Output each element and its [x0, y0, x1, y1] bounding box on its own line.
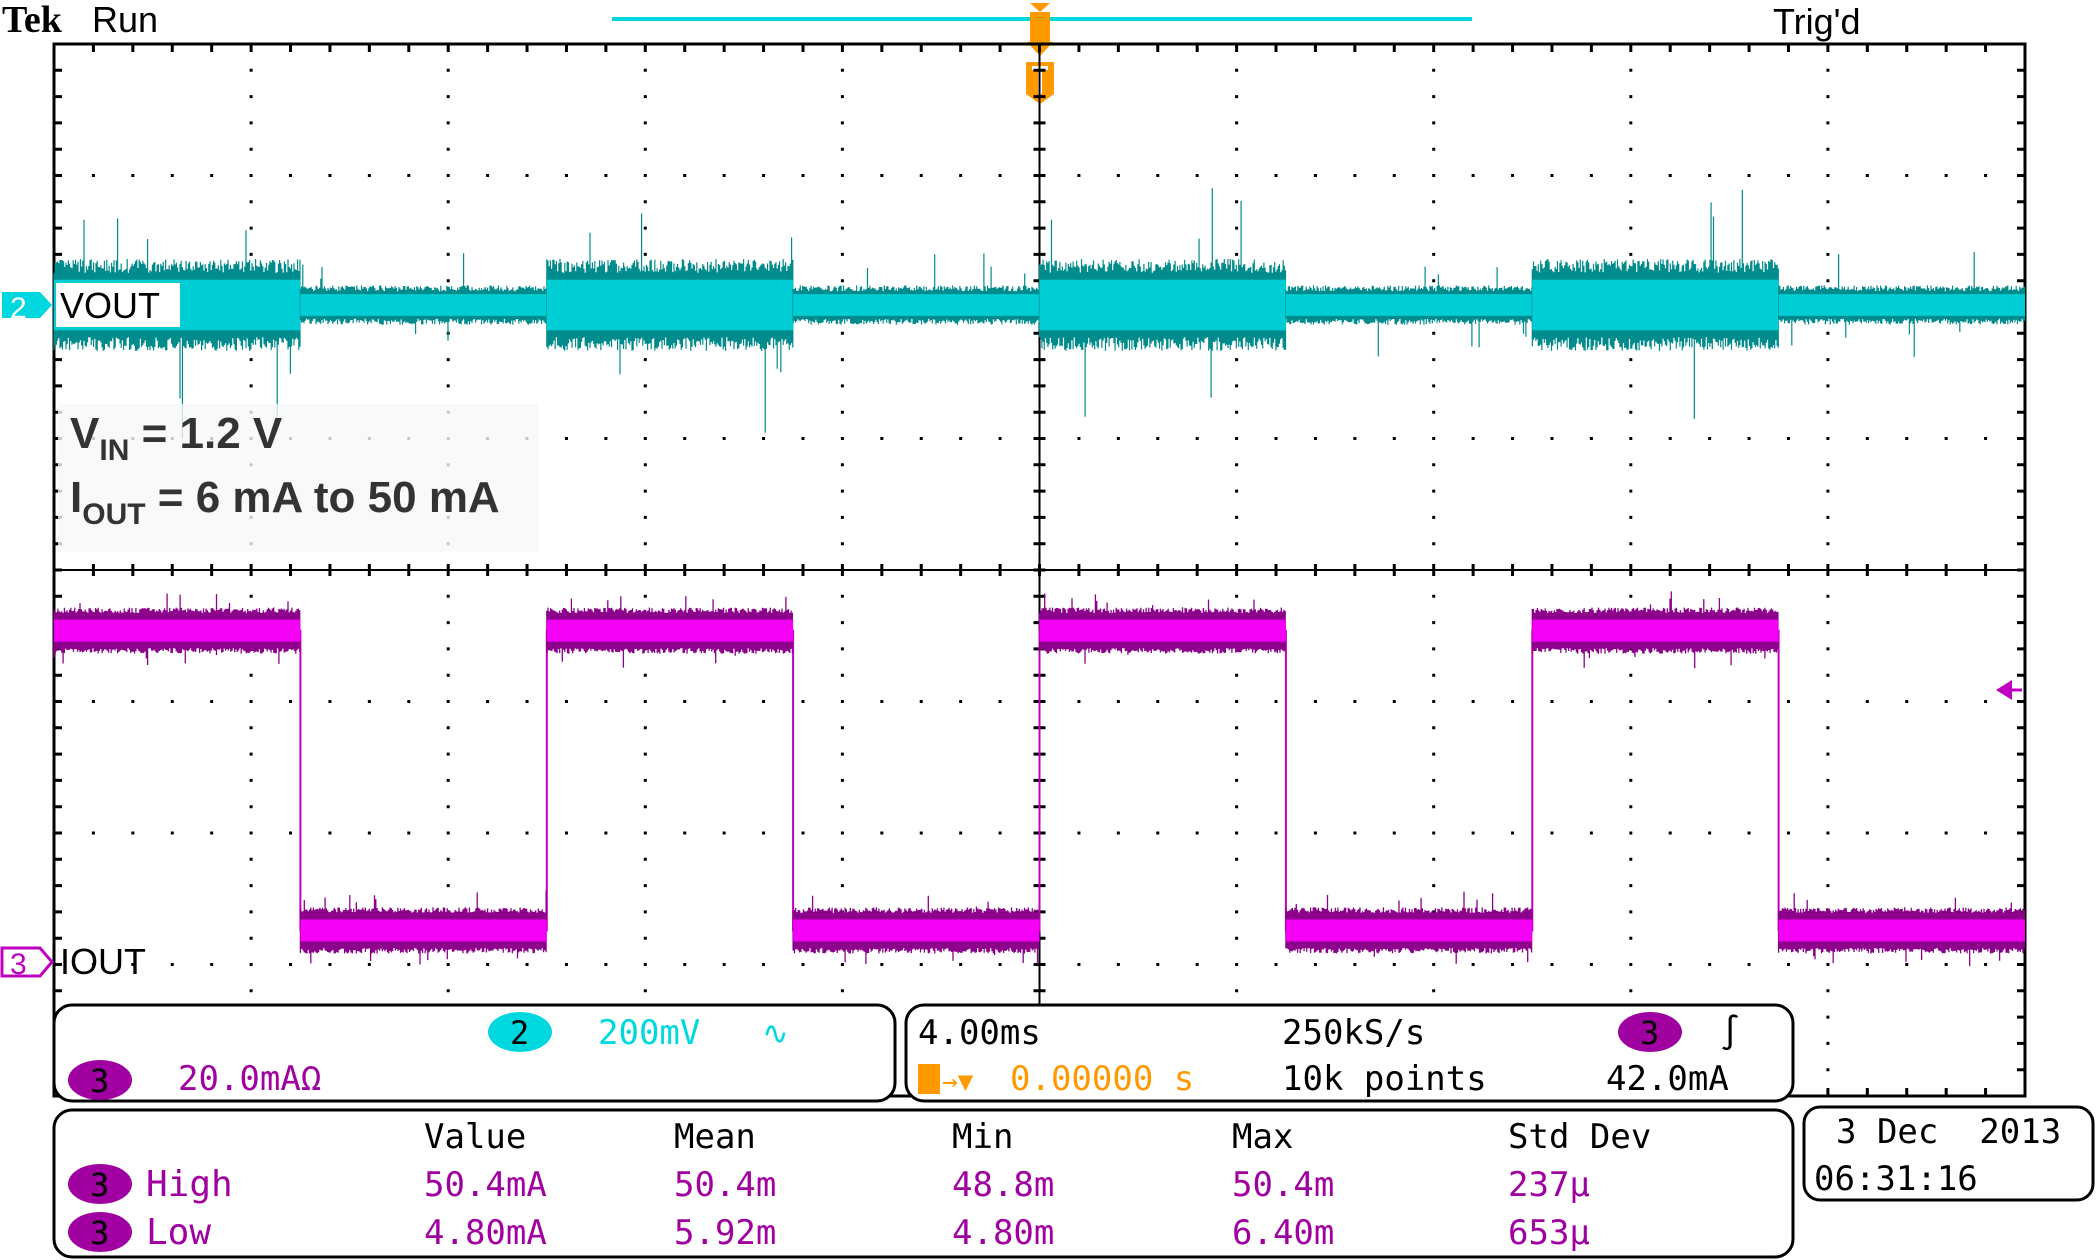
ch3-badge: [68, 1060, 132, 1100]
measurement-row-low: 3 Low 4.80mA 5.92m 4.80m 6.40m 653µ: [68, 1212, 1590, 1253]
trigger-status: Trig'd: [1773, 1, 1861, 42]
iout-trace-core: [54, 619, 301, 642]
svg-text:50.4m: 50.4m: [674, 1165, 776, 1205]
ch2-ground-marker[interactable]: 2: [2, 292, 52, 325]
col-header-max: Max: [1232, 1117, 1293, 1157]
trigger-slope-icon: ∫: [1720, 1013, 1740, 1053]
time-per-div: 4.00ms: [918, 1013, 1041, 1053]
iout-trace-core: [1778, 919, 2025, 942]
run-state: Run: [92, 0, 158, 40]
vout-trace-core: [793, 294, 1040, 316]
ch3-ground-marker[interactable]: 3: [0, 946, 54, 981]
svg-text:653µ: 653µ: [1508, 1213, 1590, 1253]
iout-trace-core: [793, 919, 1040, 942]
iout-trace-core: [546, 619, 794, 642]
measurement-row-high: 3 High 50.4mA 50.4m 48.8m 50.4m 237µ: [68, 1164, 1590, 1205]
col-header-mean: Mean: [674, 1117, 756, 1157]
svg-text:4.80mA: 4.80mA: [424, 1213, 547, 1253]
sample-rate: 250kS/s: [1282, 1013, 1425, 1053]
svg-text:3: 3: [90, 1166, 109, 1204]
svg-text:2: 2: [510, 1014, 529, 1052]
trigger-position: 0.00000 s: [1010, 1059, 1194, 1099]
svg-text:3: 3: [90, 1214, 109, 1252]
svg-text:3: 3: [10, 948, 27, 981]
time: 06:31:16: [1814, 1159, 1978, 1199]
iout-annotation: IOUT = 6 mA to 50 mA: [70, 473, 500, 531]
timebase-panel[interactable]: 4.00ms 250kS/s 3 ∫ →▼ 0.00000 s 10k poin…: [904, 1003, 1795, 1103]
svg-text:2: 2: [10, 292, 27, 325]
vout-trace-core: [1532, 279, 1779, 331]
ch2-badge: [488, 1012, 552, 1052]
trigger-t-icon: [918, 1064, 940, 1094]
iout-trace-edges: [54, 629, 2025, 932]
svg-text:High: High: [146, 1164, 233, 1205]
vout-trace-core: [546, 279, 794, 331]
ch3-label: IOUT: [60, 941, 146, 982]
svg-text:48.8m: 48.8m: [952, 1165, 1054, 1205]
col-header-value: Value: [424, 1117, 526, 1157]
record-length: 10k points: [1282, 1059, 1487, 1099]
measurements-panel[interactable]: Value Mean Min Max Std Dev 3 High 50.4mA…: [52, 1108, 1795, 1259]
vout-trace-core: [1778, 294, 2025, 316]
vout-trace-core: [1285, 294, 1533, 316]
svg-text:5.92m: 5.92m: [674, 1213, 776, 1253]
vout-trace-core: [1039, 279, 1286, 331]
iout-trace-core: [300, 919, 547, 942]
date: 3 Dec 2013: [1836, 1112, 2061, 1152]
iout-trace-core: [1039, 619, 1286, 642]
svg-text:→▼: →▼: [942, 1067, 974, 1097]
svg-text:Low: Low: [146, 1212, 211, 1253]
brand-logo: Tek: [2, 0, 63, 41]
vin-annotation: VIN = 1.2 V: [70, 409, 283, 467]
iout-trace-core: [1532, 619, 1779, 642]
svg-text:3: 3: [1640, 1014, 1659, 1052]
col-header-stddev: Std Dev: [1508, 1117, 1651, 1157]
svg-text:237µ: 237µ: [1508, 1165, 1590, 1205]
ch2-scale: 200mV: [598, 1013, 700, 1053]
vout-trace-core: [300, 294, 547, 316]
waveform-area: [53, 188, 2026, 967]
datetime-panel: 3 Dec 2013 06:31:16: [1802, 1105, 2095, 1202]
col-header-min: Min: [952, 1117, 1013, 1157]
trigger-level: 42.0mA: [1606, 1059, 1729, 1099]
trigger-source-badge: [1618, 1012, 1682, 1052]
channel-settings-panel[interactable]: 2 200mV ∿ 3 20.0mAΩ: [52, 1003, 897, 1103]
trigger-arrow-icon: [1030, 3, 1050, 12]
svg-text:6.40m: 6.40m: [1232, 1213, 1334, 1253]
svg-text:3: 3: [90, 1062, 109, 1100]
svg-text:50.4m: 50.4m: [1232, 1165, 1334, 1205]
svg-text:50.4mA: 50.4mA: [424, 1165, 547, 1205]
ch2-label: VOUT: [60, 285, 160, 326]
svg-text:4.80m: 4.80m: [952, 1213, 1054, 1253]
iout-trace-core: [1285, 919, 1533, 942]
ch2-coupling-icon: ∿: [762, 1014, 789, 1052]
ch3-scale: 20.0mAΩ: [178, 1059, 321, 1099]
